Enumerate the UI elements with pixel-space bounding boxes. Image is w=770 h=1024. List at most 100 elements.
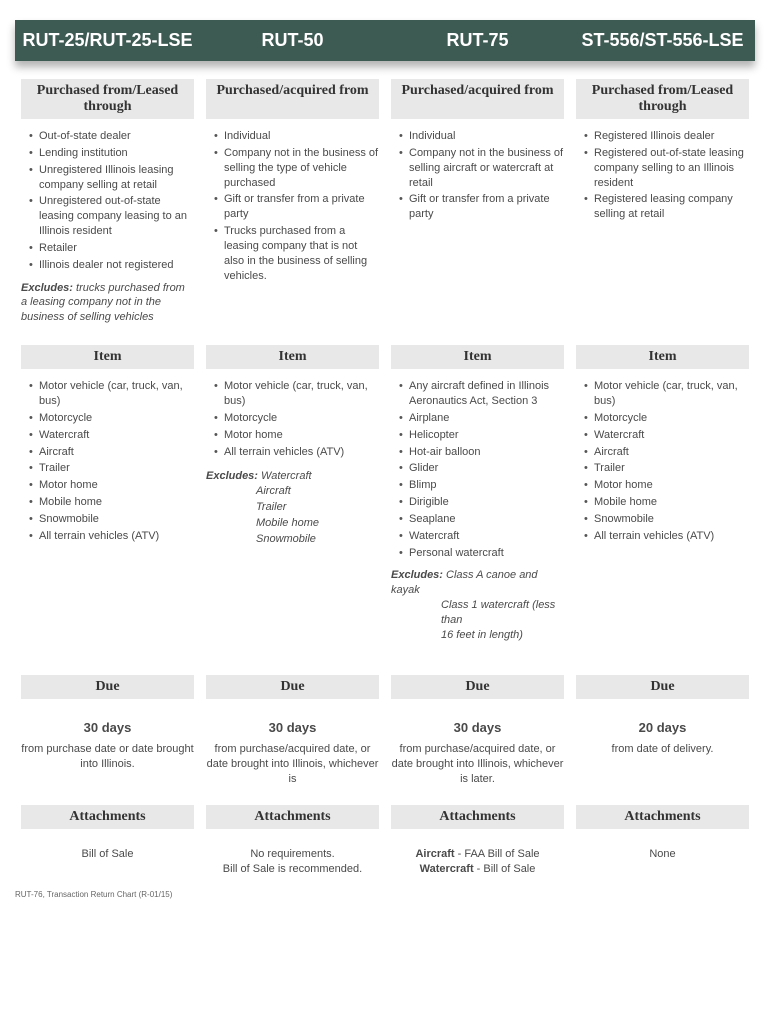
excludes-item: Trailer [256, 500, 379, 515]
list-item: Individual [399, 129, 564, 144]
purchased-col1-list: Out-of-state dealer Lending institution … [21, 129, 194, 273]
list-item: Gift or transfer from a private party [214, 192, 379, 222]
list-item: Watercraft [29, 428, 194, 443]
attach-text: No requirements. Bill of Sale is recomme… [206, 847, 379, 877]
purchased-col4: Registered Illinois dealer Registered ou… [570, 129, 755, 325]
purchased-col2: Individual Company not in the business o… [200, 129, 385, 325]
list-item: Motor home [214, 428, 379, 443]
list-item: Dirigible [399, 495, 564, 510]
list-item: Airplane [399, 411, 564, 426]
item-col2: Motor vehicle (car, truck, van, bus) Mot… [200, 379, 385, 643]
list-item: Motor vehicle (car, truck, van, bus) [29, 379, 194, 409]
due-heads: Due Due Due Due [15, 675, 755, 709]
list-item: Registered out-of-state leasing company … [584, 146, 749, 191]
list-item: Watercraft [399, 529, 564, 544]
list-item: All terrain vehicles (ATV) [584, 529, 749, 544]
attach-head-3: Attachments [391, 805, 564, 829]
purchased-col1-excludes: Excludes: trucks purchased from a leasin… [21, 281, 194, 326]
due-days: 20 days [576, 719, 749, 737]
list-item: Helicopter [399, 428, 564, 443]
item-heads: Item Item Item Item [15, 345, 755, 379]
list-item: All terrain vehicles (ATV) [214, 445, 379, 460]
item-col4: Motor vehicle (car, truck, van, bus) Mot… [570, 379, 755, 643]
item-col3-excludes: Excludes: Class A canoe and kayak Class … [391, 568, 564, 642]
attach-head-2: Attachments [206, 805, 379, 829]
due-days: 30 days [391, 719, 564, 737]
attach-text: Aircraft - FAA Bill of Sale Watercraft -… [391, 847, 564, 877]
watercraft-text: - Bill of Sale [474, 863, 536, 875]
list-item: Motorcycle [584, 411, 749, 426]
list-item: Snowmobile [584, 512, 749, 527]
due-text: from date of delivery. [576, 742, 749, 757]
item-col1-list: Motor vehicle (car, truck, van, bus) Mot… [21, 379, 194, 543]
list-item: Gift or transfer from a private party [399, 192, 564, 222]
excludes-label: Excludes: [391, 569, 443, 581]
item-head-1: Item [21, 345, 194, 369]
item-col2-list: Motor vehicle (car, truck, van, bus) Mot… [206, 379, 379, 459]
purchased-col2-list: Individual Company not in the business o… [206, 129, 379, 283]
due-col4: 20 days from date of delivery. [570, 709, 755, 797]
list-item: Trailer [29, 461, 194, 476]
excludes-label: Excludes: [21, 282, 73, 294]
purchased-col4-list: Registered Illinois dealer Registered ou… [576, 129, 749, 222]
purchased-head-4: Purchased from/Leased through [576, 79, 749, 119]
list-item: Glider [399, 461, 564, 476]
list-item: Lending institution [29, 146, 194, 161]
item-col3: Any aircraft defined in Illinois Aeronau… [385, 379, 570, 643]
list-item: Watercraft [584, 428, 749, 443]
attach-col1: Bill of Sale [15, 839, 200, 877]
list-item: Aircraft [584, 445, 749, 460]
list-item: Aircraft [29, 445, 194, 460]
purchased-head-3: Purchased/acquired from [391, 79, 564, 119]
excludes-list: Aircraft Trailer Mobile home Snowmobile [206, 484, 379, 546]
attach-heads: Attachments Attachments Attachments Atta… [15, 805, 755, 839]
excludes-item: Mobile home [256, 516, 379, 531]
due-text: from purchase/acquired date, or date bro… [391, 742, 564, 787]
list-item: Snowmobile [29, 512, 194, 527]
due-col3: 30 days from purchase/acquired date, or … [385, 709, 570, 797]
due-col2: 30 days from purchase/acquired date, or … [200, 709, 385, 797]
list-item: Motor home [584, 478, 749, 493]
list-item: Mobile home [29, 495, 194, 510]
list-item: Hot-air balloon [399, 445, 564, 460]
list-item: Illinois dealer not registered [29, 258, 194, 273]
list-item: Trailer [584, 461, 749, 476]
list-item: Company not in the business of selling t… [214, 146, 379, 191]
purchased-head-1: Purchased from/Leased through [21, 79, 194, 119]
list-item: Motor home [29, 478, 194, 493]
due-text: from purchase date or date brought into … [21, 742, 194, 772]
list-item: Unregistered out-of-state leasing compan… [29, 194, 194, 239]
attach-head-4: Attachments [576, 805, 749, 829]
purchased-col3: Individual Company not in the business o… [385, 129, 570, 325]
excludes-item: Watercraft [261, 470, 312, 482]
item-head-2: Item [206, 345, 379, 369]
header-col2: RUT-50 [200, 20, 385, 61]
list-item: Motor vehicle (car, truck, van, bus) [584, 379, 749, 409]
purchased-col3-list: Individual Company not in the business o… [391, 129, 564, 222]
purchased-row: Out-of-state dealer Lending institution … [15, 129, 755, 325]
item-head-3: Item [391, 345, 564, 369]
list-item: Mobile home [584, 495, 749, 510]
list-item: Personal watercraft [399, 546, 564, 561]
list-item: Seaplane [399, 512, 564, 527]
item-col2-excludes: Excludes: Watercraft Aircraft Trailer Mo… [206, 469, 379, 546]
item-col1: Motor vehicle (car, truck, van, bus) Mot… [15, 379, 200, 643]
list-item: Company not in the business of selling a… [399, 146, 564, 191]
item-col3-list: Any aircraft defined in Illinois Aeronau… [391, 379, 564, 560]
excludes-line3: 16 feet in length) [391, 628, 564, 643]
excludes-line2: Class 1 watercraft (less than [391, 598, 564, 628]
due-text: from purchase/acquired date, or date bro… [206, 742, 379, 787]
purchased-head-2: Purchased/acquired from [206, 79, 379, 119]
item-head-4: Item [576, 345, 749, 369]
attach-head-1: Attachments [21, 805, 194, 829]
purchased-heads: Purchased from/Leased through Purchased/… [15, 79, 755, 129]
excludes-item: Snowmobile [256, 532, 379, 547]
footer-text: RUT-76, Transaction Return Chart (R-01/1… [15, 890, 755, 899]
due-col1: 30 days from purchase date or date broug… [15, 709, 200, 797]
purchased-col1: Out-of-state dealer Lending institution … [15, 129, 200, 325]
attach-row: Bill of Sale No requirements. Bill of Sa… [15, 839, 755, 877]
list-item: Registered Illinois dealer [584, 129, 749, 144]
due-head-4: Due [576, 675, 749, 699]
attach-text: None [576, 847, 749, 862]
attach-text: Bill of Sale [21, 847, 194, 862]
